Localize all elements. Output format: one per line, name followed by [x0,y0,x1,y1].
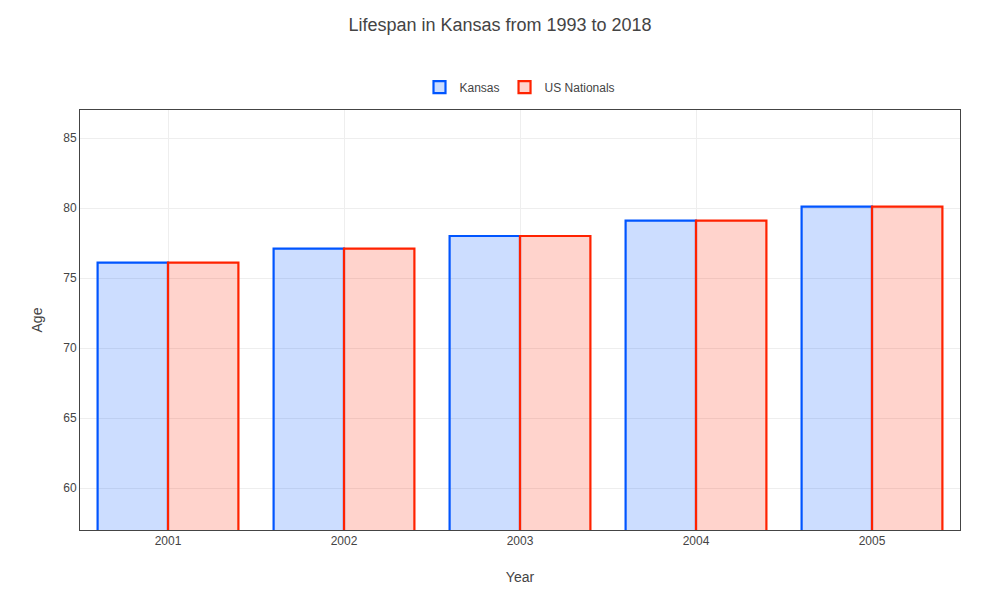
svg-text:60: 60 [63,481,77,495]
svg-text:2004: 2004 [683,534,710,548]
svg-text:Year: Year [506,569,535,585]
svg-text:2002: 2002 [331,534,358,548]
svg-text:2001: 2001 [155,534,182,548]
svg-text:75: 75 [63,271,77,285]
svg-text:70: 70 [63,341,77,355]
svg-text:2005: 2005 [859,534,886,548]
svg-text:Kansas: Kansas [460,81,500,95]
svg-text:Lifespan in Kansas from 1993 t: Lifespan in Kansas from 1993 to 2018 [348,15,651,35]
svg-text:65: 65 [63,411,77,425]
svg-text:US Nationals: US Nationals [545,81,615,95]
svg-text:85: 85 [63,131,77,145]
svg-text:Age: Age [29,307,45,332]
svg-text:2003: 2003 [507,534,534,548]
svg-text:80: 80 [63,201,77,215]
